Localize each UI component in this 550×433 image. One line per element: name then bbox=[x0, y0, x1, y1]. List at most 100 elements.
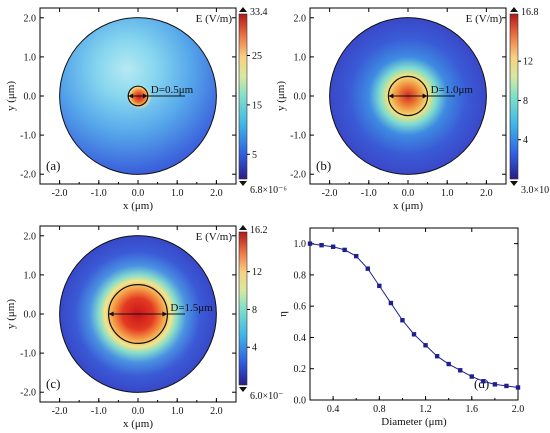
colorbar-min-marker bbox=[239, 181, 247, 186]
x-tick-label: 0.0 bbox=[132, 188, 145, 199]
colorbar-tick-label: 12 bbox=[523, 57, 533, 68]
panel-d: 0.4 0.8 1.2 1.6 2.0 1.0 0.8 0.6 0.4 0.2 0.0 Diamete… bbox=[277, 227, 525, 428]
data-point bbox=[342, 247, 347, 253]
x-tick-label: 0.0 bbox=[402, 188, 415, 199]
x-tick-label: 2.0 bbox=[210, 406, 223, 417]
colorbar-min-marker bbox=[239, 387, 247, 392]
x-tick-label: 2.0 bbox=[480, 188, 493, 199]
data-point bbox=[354, 253, 359, 259]
y-tick-label: 1.0 bbox=[294, 52, 307, 63]
x-axis-label: Diameter (μm) bbox=[381, 416, 447, 428]
colorbar-max-label: 16.8 bbox=[521, 7, 539, 18]
data-point bbox=[330, 244, 336, 249]
colorbar-title: E (V/m) bbox=[466, 13, 503, 25]
x-tick-label: 1.0 bbox=[441, 188, 454, 199]
x-tick-label: 2.0 bbox=[512, 404, 525, 415]
arrow-head-right bbox=[142, 93, 148, 99]
y-tick-label: 2.0 bbox=[24, 13, 37, 24]
data-point bbox=[365, 266, 370, 271]
plot-frame bbox=[309, 227, 519, 401]
panel-b: D=1.0μm -2.0 -1.0 0.0 1.0 2.0 2.0 1.0 0.0 -1.0 -2.… bbox=[275, 7, 550, 212]
y-tick-label: 0.0 bbox=[294, 92, 307, 103]
eta-curve bbox=[309, 243, 519, 388]
diameter-label: D=0.5μm bbox=[151, 84, 194, 96]
y-tick-label: 0.8 bbox=[294, 270, 307, 281]
y-tick-label: -2.0 bbox=[290, 170, 306, 181]
x-tick-label: -2.0 bbox=[322, 188, 338, 199]
x-tick-label: -1.0 bbox=[91, 406, 107, 417]
x-axis-label: x (μm) bbox=[393, 200, 423, 212]
domain-boundary bbox=[59, 17, 217, 175]
y-tick-label: -1.0 bbox=[20, 131, 36, 142]
y-tick-label: 0.0 bbox=[24, 310, 37, 321]
colorbar-tick-label: 15 bbox=[252, 100, 262, 111]
colorbar-min-label: 3.0×10⁻³ bbox=[521, 185, 550, 196]
x-tick-label: 1.6 bbox=[466, 404, 479, 415]
data-point bbox=[388, 300, 394, 306]
colorbar: 33.4 6.8×10⁻⁶ 25 15 5 bbox=[238, 7, 287, 196]
panel-label: (a) bbox=[46, 158, 60, 173]
y-tick-label: 0.2 bbox=[294, 364, 307, 375]
y-axis-label: y (μm) bbox=[275, 81, 287, 111]
y-tick-label: 2.0 bbox=[294, 13, 307, 24]
data-point bbox=[377, 283, 382, 289]
data-point bbox=[411, 332, 417, 337]
y-tick-label: 2.0 bbox=[24, 231, 37, 242]
x-tick-label: -2.0 bbox=[52, 188, 68, 199]
x-tick-label: 0.0 bbox=[132, 406, 145, 417]
data-point bbox=[319, 243, 324, 248]
panel-c: D=1.5μm -2.0 -1.0 0.0 1.0 2.0 2.0 1.0 0.0 -1.0 -2.… bbox=[5, 225, 283, 430]
y-tick-label: 0.4 bbox=[294, 333, 307, 344]
arrow-head-right bbox=[422, 93, 428, 99]
y-tick-label: -1.0 bbox=[20, 349, 36, 360]
data-point bbox=[481, 379, 486, 384]
colorbar-max-marker bbox=[239, 7, 247, 12]
y-tick-label: 0.0 bbox=[24, 92, 37, 103]
x-tick-label: 2.0 bbox=[210, 188, 223, 199]
x-tick-label: 1.2 bbox=[419, 404, 432, 415]
colorbar-max-marker bbox=[510, 7, 518, 12]
colorbar-tick-label: 8 bbox=[252, 305, 257, 316]
data-point bbox=[458, 368, 463, 373]
panel-label: (b) bbox=[316, 158, 331, 173]
colorbar-tick-label: 5 bbox=[252, 150, 257, 161]
colorbar: 16.2 6.0×10⁻ 12 8 4 bbox=[238, 225, 283, 402]
data-point bbox=[515, 385, 521, 390]
x-tick-label: 1.0 bbox=[171, 406, 184, 417]
y-axis-label: y (μm) bbox=[5, 299, 17, 329]
panel-label: (c) bbox=[46, 376, 60, 391]
x-tick-label: -1.0 bbox=[91, 188, 107, 199]
colorbar-min-marker bbox=[510, 181, 518, 186]
colorbar-min-label: 6.8×10⁻⁶ bbox=[250, 185, 287, 196]
colorbar-title: E (V/m) bbox=[196, 231, 233, 243]
y-tick-label: -2.0 bbox=[20, 388, 36, 399]
y-tick-label: 0.0 bbox=[294, 396, 307, 407]
y-tick-label: 1.0 bbox=[24, 52, 37, 63]
colorbar: 16.8 3.0×10⁻³ 12 8 4 bbox=[509, 7, 550, 196]
arrow-head-left bbox=[108, 311, 114, 317]
data-point bbox=[492, 382, 498, 387]
arrow-head-left bbox=[128, 93, 134, 99]
colorbar-min-label: 6.0×10⁻ bbox=[250, 391, 283, 402]
y-tick-label: 1.0 bbox=[24, 270, 37, 281]
data-point bbox=[446, 361, 451, 367]
diameter-label: D=1.5μm bbox=[170, 302, 213, 314]
domain-boundary bbox=[329, 17, 487, 175]
data-point bbox=[504, 383, 509, 389]
y-axis-label: y (μm) bbox=[5, 81, 17, 111]
diameter-label: D=1.0μm bbox=[431, 84, 474, 96]
panel-a: D=0.5μm -2.0 -1.0 0.0 1.0 2.0 2.0 1.0 0.0 -1.0 -2.… bbox=[5, 7, 287, 212]
colorbar-title: E (V/m) bbox=[196, 13, 233, 25]
colorbar-tick-label: 8 bbox=[523, 96, 528, 107]
colorbar-scale bbox=[238, 231, 248, 386]
colorbar-tick-label: 4 bbox=[523, 135, 528, 146]
data-point bbox=[434, 354, 440, 359]
data-point bbox=[423, 343, 428, 348]
y-axis-label: η bbox=[277, 311, 289, 317]
data-point bbox=[307, 241, 313, 246]
arrow-head-right bbox=[162, 311, 168, 317]
y-tick-label: 0.6 bbox=[294, 302, 307, 313]
data-point bbox=[400, 318, 405, 323]
x-tick-label: 1.0 bbox=[171, 188, 184, 199]
